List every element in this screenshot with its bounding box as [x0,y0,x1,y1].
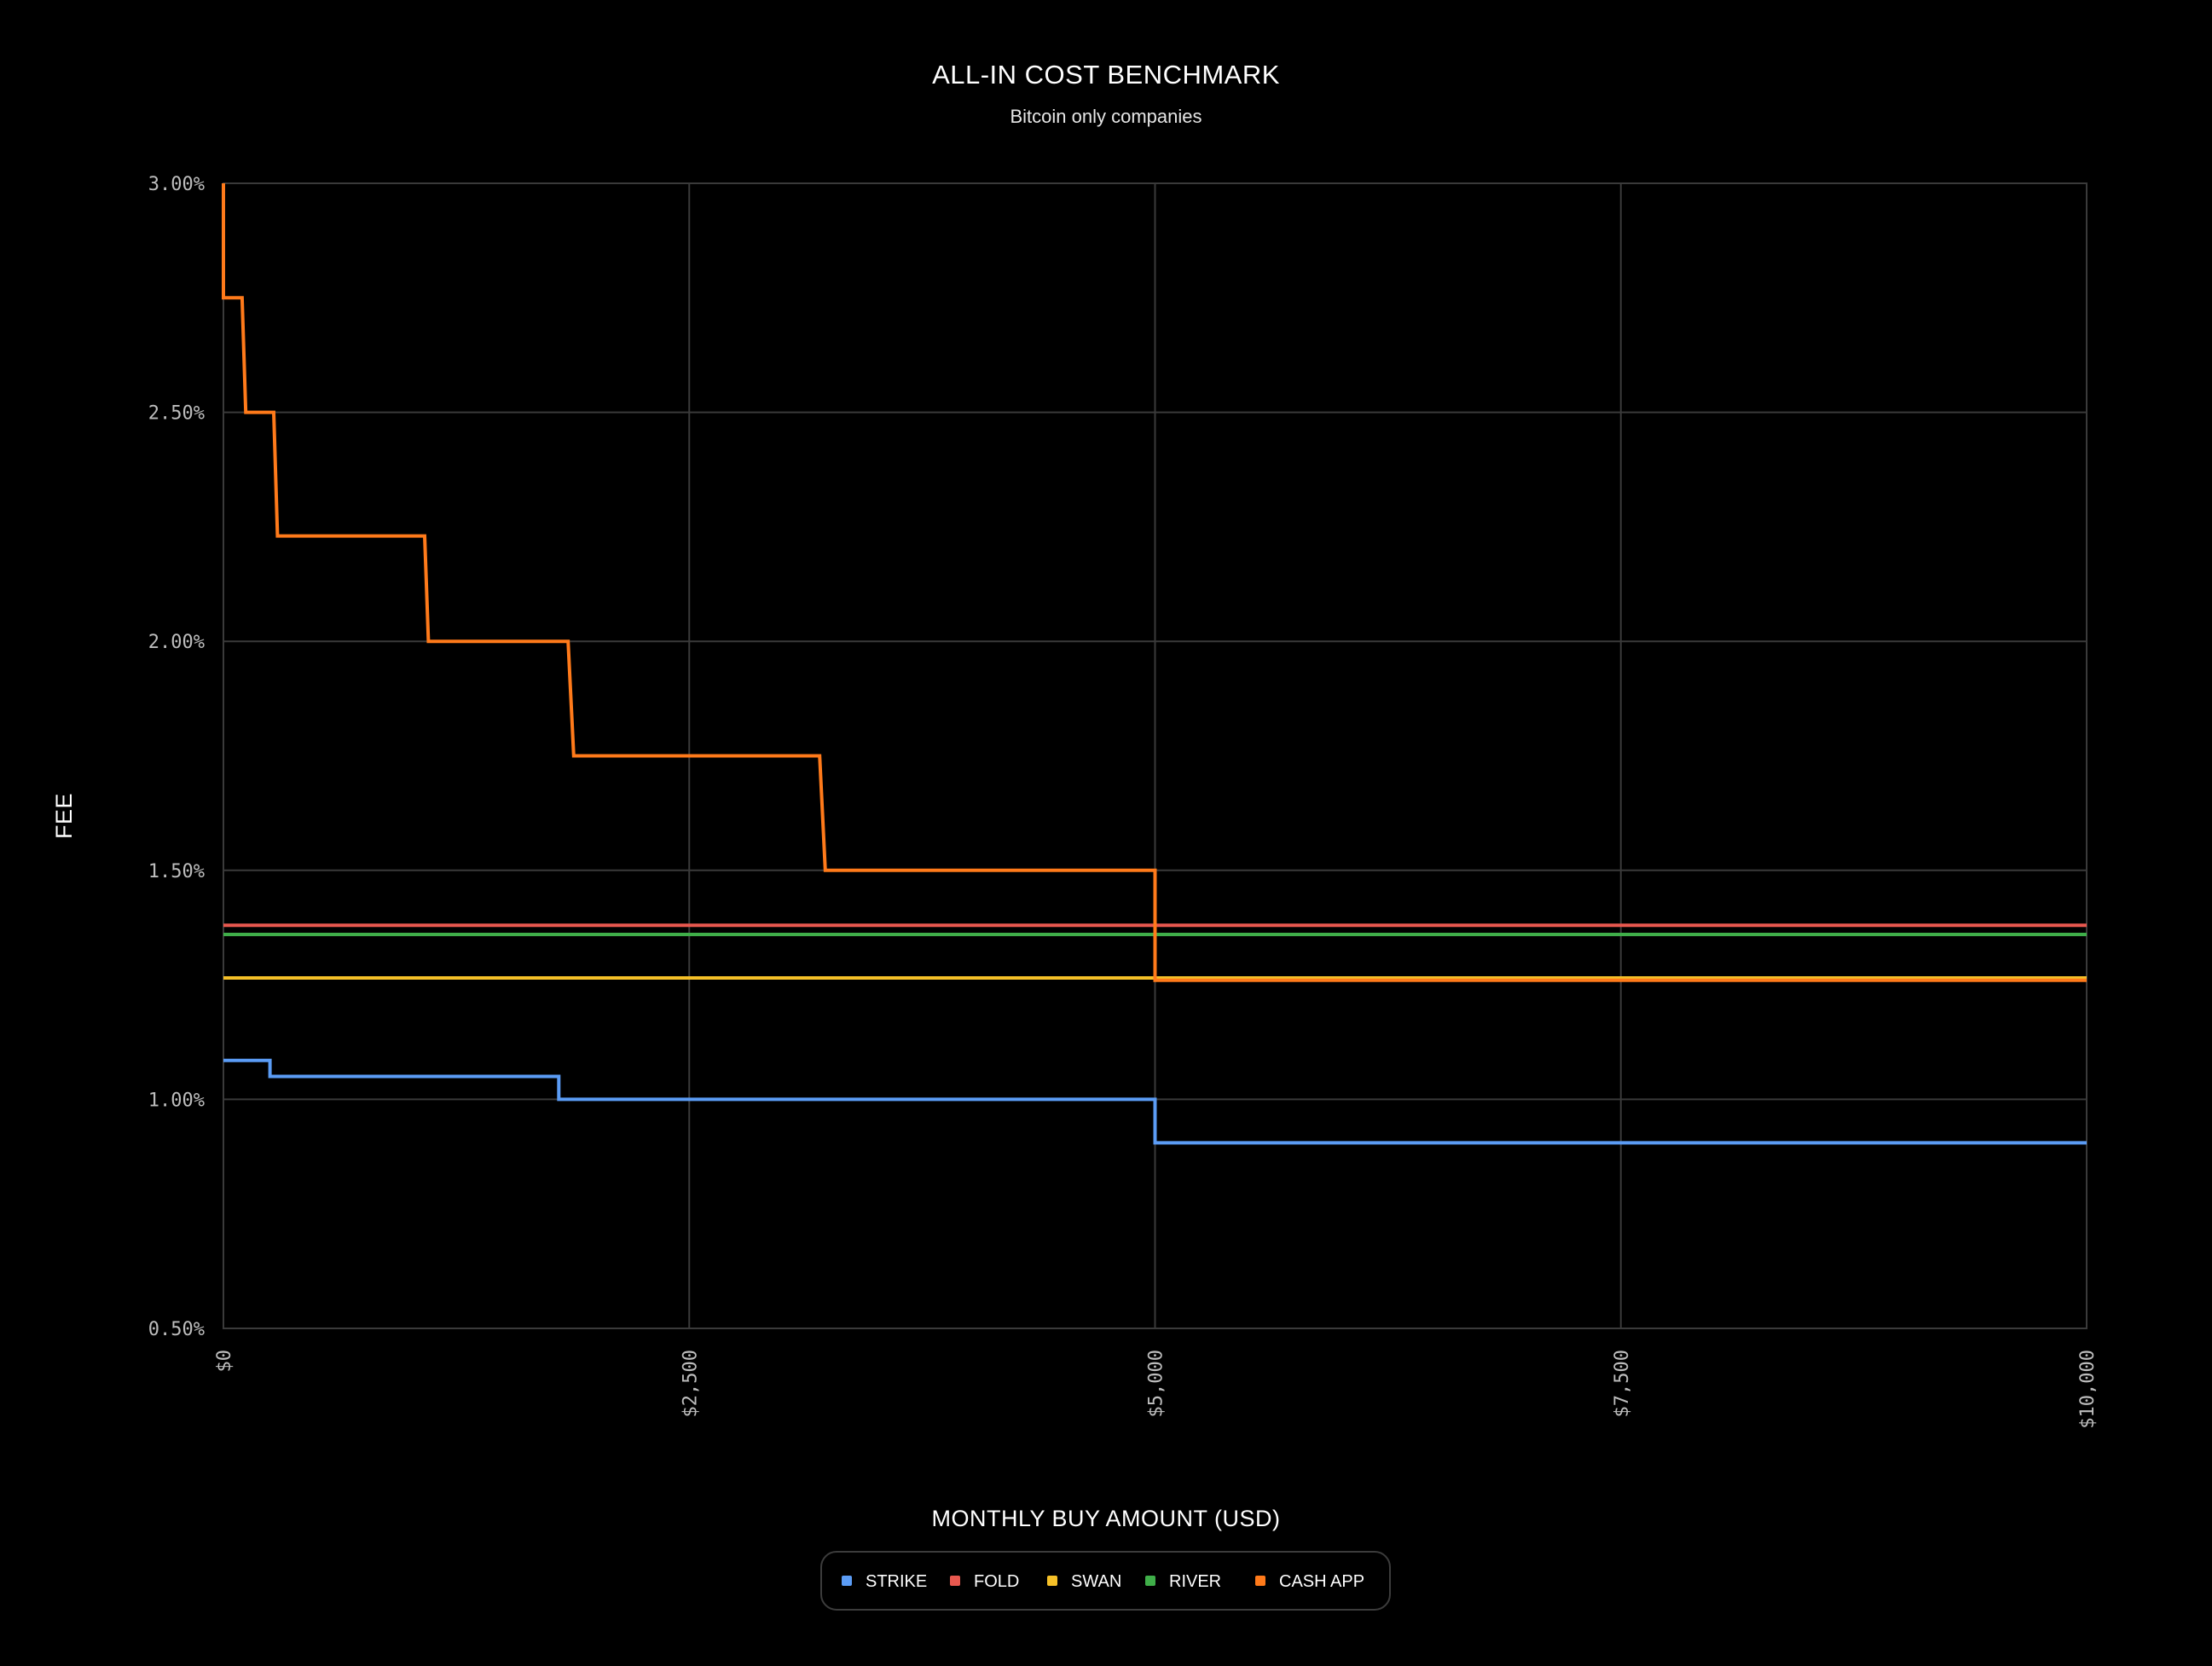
y-tick-label: 1.50% [148,861,205,882]
legend-item-label[interactable]: STRIKE [866,1572,927,1591]
chart-title: ALL-IN COST BENCHMARK [932,60,1280,90]
grid-layer [223,182,2088,1329]
legend-item-label[interactable]: FOLD [974,1572,1019,1591]
legend-marker [1145,1576,1155,1586]
tick-layer: 3.00% 2.50% 2.00% 1.50% 1.00% 0.50% $0 $2,500 $5… [148,174,2099,1429]
plot-border [223,182,2088,1329]
y-tick-label: 3.00% [148,174,205,195]
chart-subtitle: Bitcoin only companies [1010,106,1202,127]
x-tick-label: $5,000 [1146,1350,1167,1417]
legend-marker [950,1576,960,1586]
legend-marker [1255,1576,1265,1586]
y-tick-label: 0.50% [148,1319,205,1340]
y-tick-label: 2.50% [148,403,205,425]
legend-item-label[interactable]: RIVER [1169,1572,1221,1591]
y-axis-title: FEE [51,793,77,839]
legend-item-label[interactable]: CASH APP [1279,1572,1364,1591]
series-line-strike [223,1058,2087,1145]
x-axis-title: MONTHLY BUY AMOUNT (USD) [931,1506,1280,1531]
legend-marker [1047,1576,1057,1586]
x-tick-label: $0 [214,1350,235,1373]
legend: STRIKE FOLD SWAN RIVER CASH APP [820,1551,1391,1611]
x-tick-label: $2,500 [680,1350,701,1417]
legend-item-label[interactable]: SWAN [1071,1572,1121,1591]
y-tick-label: 2.00% [148,632,205,653]
series-layer [222,183,2087,1145]
x-tick-label: $7,500 [1612,1350,1633,1417]
legend-box [820,1551,1391,1611]
y-tick-label: 1.00% [148,1090,205,1111]
legend-marker [842,1576,852,1586]
series-line-cash-app [222,183,2087,982]
x-tick-label: $10,000 [2077,1350,2099,1429]
